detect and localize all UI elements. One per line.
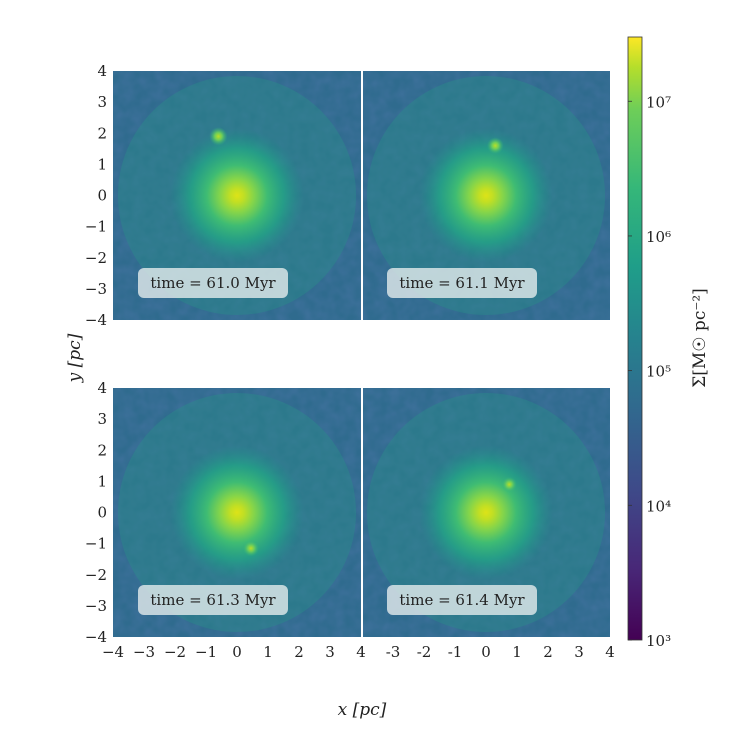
colorbar: 10⁷ 10⁶ 10⁵ 10⁴ 10³ Σ[M☉ pc⁻²] bbox=[627, 36, 710, 650]
time-label-box bbox=[387, 585, 537, 615]
colorbar-tick-label: 10⁵ bbox=[646, 363, 671, 381]
panel-1: time = 61.0 Myr bbox=[113, 71, 361, 320]
colorbar-tick-label: 10⁷ bbox=[646, 93, 671, 111]
y-tick-label: 0 bbox=[97, 504, 107, 522]
clump-density-peak bbox=[242, 540, 260, 557]
x-tick-label: 3 bbox=[574, 643, 584, 661]
x-tick-label: 4 bbox=[605, 643, 615, 661]
time-label: time = 61.4 Myr bbox=[399, 591, 525, 609]
time-label: time = 61.3 Myr bbox=[150, 591, 276, 609]
y-tick-label: −4 bbox=[85, 311, 107, 329]
x-axis-label: x [pc] bbox=[338, 700, 387, 720]
core-density-peak bbox=[419, 128, 553, 263]
x-tick-label: 0 bbox=[481, 643, 491, 661]
y-tick-label: −2 bbox=[85, 566, 107, 584]
time-label-box bbox=[138, 585, 288, 615]
y-tick-label: −1 bbox=[85, 535, 107, 553]
y-tick-label: 0 bbox=[97, 187, 107, 205]
time-label: time = 61.1 Myr bbox=[399, 274, 525, 292]
x-tick-label: −1 bbox=[195, 643, 217, 661]
y-tick-label: 2 bbox=[97, 441, 107, 459]
time-label-box bbox=[387, 268, 537, 298]
time-label: time = 61.0 Myr bbox=[150, 274, 276, 292]
y-tick-label: −3 bbox=[85, 597, 107, 615]
y-tick-label: 4 bbox=[97, 379, 107, 397]
colorbar-ticks: 10⁷ 10⁶ 10⁵ 10⁴ 10³ bbox=[628, 93, 671, 650]
panels-group: time = 61.0 Myr time = 61.1 Myr time = 61.… bbox=[113, 71, 610, 637]
colorbar-label: Σ[M☉ pc⁻²] bbox=[690, 288, 710, 388]
x-tick-label: 0 bbox=[232, 643, 242, 661]
x-tick-label: -2 bbox=[417, 643, 432, 661]
x-tick-label: 2 bbox=[294, 643, 304, 661]
core-density-peak bbox=[419, 445, 553, 580]
y-tick-label: 4 bbox=[97, 62, 107, 80]
core-density-peak bbox=[170, 445, 304, 580]
panel-3: time = 61.3 Myr bbox=[113, 388, 361, 637]
y-tick-label: −4 bbox=[85, 628, 107, 646]
clump-density-peak bbox=[486, 137, 504, 155]
y-tick-label: 1 bbox=[97, 472, 107, 490]
colorbar-gradient bbox=[627, 36, 643, 641]
core-density-peak bbox=[170, 128, 304, 263]
x-tick-label: 3 bbox=[325, 643, 335, 661]
y-tick-label: 3 bbox=[97, 410, 107, 428]
x-tick-label: 4 bbox=[356, 643, 366, 661]
x-tick-label: −3 bbox=[133, 643, 155, 661]
y-tick-label: 3 bbox=[97, 93, 107, 111]
x-tick-label: 2 bbox=[543, 643, 553, 661]
clump-density-peak bbox=[501, 476, 517, 493]
y-tick-label: −2 bbox=[85, 249, 107, 267]
colorbar-tick-label: 10⁶ bbox=[646, 228, 671, 246]
y-tick-label: 2 bbox=[97, 124, 107, 142]
colorbar-tick-label: 10³ bbox=[646, 632, 671, 650]
clump-density-peak bbox=[209, 127, 228, 146]
y-tick-label: −3 bbox=[85, 280, 107, 298]
x-tick-label: -1 bbox=[448, 643, 463, 661]
panel-2: time = 61.1 Myr bbox=[362, 71, 610, 320]
y-tick-label: 1 bbox=[97, 155, 107, 173]
time-label-box bbox=[138, 268, 288, 298]
colorbar-tick-label: 10⁴ bbox=[646, 497, 671, 515]
y-tick-label: −1 bbox=[85, 218, 107, 236]
x-tick-label: 1 bbox=[263, 643, 273, 661]
x-tick-label: 1 bbox=[512, 643, 522, 661]
y-axis-label: y [pc] bbox=[65, 333, 85, 383]
panel-4: time = 61.4 Myr bbox=[362, 388, 610, 637]
x-tick-label: -3 bbox=[386, 643, 401, 661]
x-tick-label: −4 bbox=[102, 643, 124, 661]
x-tick-label: −2 bbox=[164, 643, 186, 661]
